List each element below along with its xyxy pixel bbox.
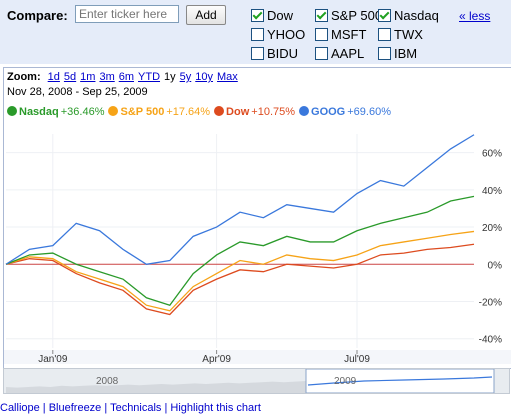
compare-checkbox[interactable]	[251, 28, 264, 41]
date-end: Sep 25, 2009	[82, 86, 148, 98]
compare-option-s-p-500[interactable]: S&P 500	[315, 8, 382, 24]
navigator-year-label: 2008	[96, 376, 119, 387]
zoom-option-5d[interactable]: 5d	[63, 71, 77, 83]
x-axis-band	[4, 350, 511, 364]
compare-option-label: TWX	[394, 27, 423, 42]
zoom-option-1m[interactable]: 1m	[80, 71, 96, 83]
zoom-option-6m[interactable]: 6m	[118, 71, 135, 83]
legend-change: +17.64%	[166, 106, 211, 118]
compare-option-msft[interactable]: MSFT	[315, 27, 366, 43]
zoom-option-5y[interactable]: 5y	[179, 71, 192, 83]
legend-name: GOOG	[311, 106, 346, 118]
zoom-option-max[interactable]: Max	[217, 71, 238, 83]
legend-name: Dow	[226, 106, 250, 118]
y-tick-label: 20%	[482, 223, 502, 234]
legend-dot-icon	[214, 106, 225, 116]
add-button[interactable]: Add	[186, 5, 226, 25]
compare-option-label: YHOO	[267, 27, 306, 42]
compare-option-bidu[interactable]: BIDU	[251, 46, 298, 62]
navigator-history-area	[6, 381, 306, 393]
compare-bar: Compare: Add Dow S&P 500 Nasdaq YHOO MSFT TWX…	[0, 0, 511, 64]
chart-panel: Zoom: 1d 5d 1m 3m 6m YTD 1y 5y 10y Max Nov 28, 20…	[3, 67, 511, 369]
compare-checkbox[interactable]	[315, 47, 328, 60]
compare-option-label: S&P 500	[331, 8, 383, 23]
compare-option-ibm[interactable]: IBM	[378, 46, 417, 62]
zoom-row: Zoom: 1d 5d 1m 3m 6m YTD 1y 5y 10y Max	[7, 71, 238, 83]
y-tick-label: 40%	[482, 186, 502, 197]
compare-label: Compare:	[7, 8, 68, 23]
compare-checkbox[interactable]	[315, 28, 328, 41]
x-tick-label: Jan'09	[38, 354, 68, 365]
x-tick-label: Apr'09	[202, 354, 231, 365]
compare-option-yhoo[interactable]: YHOO	[251, 27, 305, 43]
compare-checkbox[interactable]	[251, 47, 264, 60]
y-tick-label: -40%	[479, 335, 502, 346]
date-separator: -	[72, 86, 83, 98]
compare-option-label: BIDU	[267, 46, 299, 61]
series-line-s-p-500	[5, 230, 475, 312]
y-tick-label: 60%	[482, 149, 502, 160]
compare-option-dow[interactable]: Dow	[251, 8, 293, 24]
compare-checkbox[interactable]	[378, 9, 391, 22]
legend-item: Dow +10.75%	[214, 106, 295, 118]
navigator-selection[interactable]	[305, 368, 495, 394]
compare-checkbox[interactable]	[315, 9, 328, 22]
compare-checkbox[interactable]	[378, 28, 391, 41]
legend-dot-icon	[7, 106, 17, 116]
compare-option-label: AAPL	[331, 46, 365, 61]
series-line-goog	[5, 134, 475, 265]
legend-name: Nasdaq	[19, 106, 59, 118]
series-line-dow	[5, 243, 475, 316]
legend-item: S&P 500 +17.64%	[108, 106, 210, 118]
compare-option-label: MSFT	[331, 27, 367, 42]
legend-dot-icon	[299, 106, 310, 116]
date-start: Nov 28, 2008	[7, 86, 73, 98]
legend-change: +69.60%	[347, 106, 391, 118]
legend-item: Nasdaq +36.46%	[7, 106, 104, 118]
zoom-option-3m[interactable]: 3m	[99, 71, 115, 83]
legend-item: GOOG +69.60%	[299, 106, 391, 118]
bottom-links[interactable]: Calliope | Bluefreeze | Technicals | Hig…	[0, 402, 261, 414]
x-tick-label: Jul'09	[344, 354, 370, 365]
chart-legend: Nasdaq +36.46% S&P 500 +17.64% Dow +10.75% GOO…	[7, 106, 395, 118]
compare-checkbox[interactable]	[251, 9, 264, 22]
zoom-option-ytd[interactable]: YTD	[138, 71, 161, 83]
zoom-label: Zoom:	[7, 71, 41, 83]
timeline-navigator[interactable]: 2008 2009	[3, 368, 510, 394]
navigator-selection-line	[307, 376, 493, 386]
zoom-option-1d[interactable]: 1d	[47, 71, 60, 83]
legend-name: S&P 500	[120, 106, 165, 118]
series-line-nasdaq	[5, 195, 475, 306]
zoom-option-1y[interactable]: 1y	[164, 71, 176, 83]
y-tick-label: 0%	[488, 260, 503, 271]
price-chart[interactable]: 60% 40% 20% 0% -20% -40% Jan'09 Apr'09 Jul'09	[4, 126, 511, 366]
legend-change: +36.46%	[60, 106, 105, 118]
compare-checkbox[interactable]	[378, 47, 391, 60]
compare-option-label: IBM	[394, 46, 418, 61]
y-tick-label: -20%	[479, 297, 502, 308]
date-range: Nov 28, 2008 - Sep 25, 2009	[7, 86, 148, 98]
compare-option-aapl[interactable]: AAPL	[315, 46, 364, 62]
zoom-option-10y[interactable]: 10y	[195, 71, 214, 83]
navigator-year-label: 2009	[334, 376, 357, 387]
legend-change: +10.75%	[251, 106, 296, 118]
ticker-input[interactable]	[75, 5, 179, 23]
legend-dot-icon	[108, 106, 119, 116]
compare-option-twx[interactable]: TWX	[378, 27, 423, 43]
compare-option-nasdaq[interactable]: Nasdaq	[378, 8, 439, 24]
less-link[interactable]: « less	[459, 9, 491, 23]
compare-option-label: Nasdaq	[394, 8, 439, 23]
compare-option-label: Dow	[267, 8, 294, 23]
